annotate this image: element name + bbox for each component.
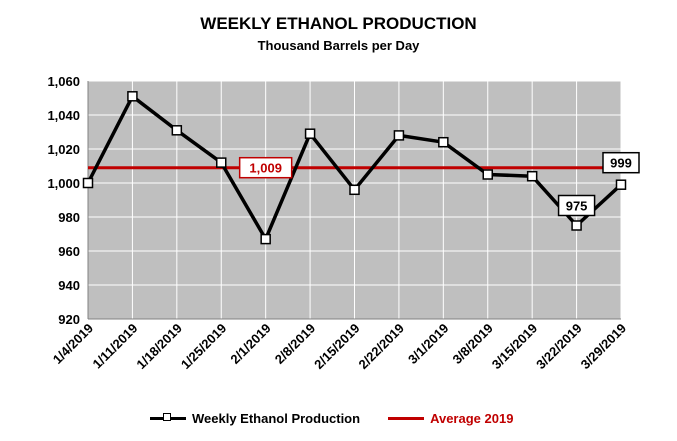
data-point-marker <box>82 177 94 189</box>
x-tick-label: 1/18/2019 <box>133 321 185 373</box>
y-tick-label: 1,020 <box>47 142 80 157</box>
legend-label-weekly-production: Weekly Ethanol Production <box>192 410 361 426</box>
data-label-box <box>557 194 596 217</box>
data-point-marker <box>526 170 538 182</box>
chart-title: WEEKLY ETHANOL PRODUCTION <box>200 14 477 33</box>
data-label-box <box>602 151 640 174</box>
data-label: 999 <box>610 156 632 171</box>
y-tick-label: 1,000 <box>47 176 80 191</box>
y-tick-label: 1,040 <box>47 108 80 123</box>
chart-legend: Weekly Ethanol Production Average 2019 <box>150 408 541 428</box>
y-tick-label: 940 <box>58 278 80 293</box>
y-tick-label: 980 <box>58 210 80 225</box>
y-tick-label: 920 <box>58 312 80 327</box>
x-tick-label: 1/25/2019 <box>178 321 230 373</box>
data-label: 975 <box>566 199 588 214</box>
data-point-marker <box>349 184 360 196</box>
data-point-marker <box>571 220 582 231</box>
x-tick-label: 3/29/2019 <box>578 321 630 373</box>
legend-item-average: Average 2019 <box>388 411 513 426</box>
y-tick-label: 1,060 <box>47 74 80 89</box>
data-label: 1,009 <box>249 161 282 176</box>
x-tick-label: 3/22/2019 <box>533 321 585 373</box>
legend-label-average: Average 2019 <box>430 410 514 426</box>
data-point-marker <box>304 128 316 139</box>
data-point-marker <box>127 91 138 102</box>
chart-subtitle: Thousand Barrels per Day <box>257 38 420 53</box>
legend-line-marker-icon <box>150 411 186 425</box>
x-tick-label: 2/1/2019 <box>227 321 273 367</box>
data-point-marker <box>171 125 183 136</box>
data-label-box <box>238 156 293 179</box>
data-point-marker <box>482 169 493 180</box>
x-tick-label: 2/22/2019 <box>356 321 408 373</box>
x-tick-label: 1/11/2019 <box>90 321 141 372</box>
legend-item-weekly-production: Weekly Ethanol Production <box>150 411 360 426</box>
data-point-marker <box>393 130 405 141</box>
data-point-marker <box>615 179 627 190</box>
y-tick-label: 960 <box>58 244 80 259</box>
x-tick-label: 3/15/2019 <box>489 321 541 373</box>
data-point-marker <box>438 136 449 148</box>
x-tick-label: 2/15/2019 <box>311 321 363 373</box>
data-point-marker <box>216 157 227 168</box>
x-tick-label: 3/1/2019 <box>405 321 451 367</box>
legend-line-icon <box>388 411 425 425</box>
data-point-marker <box>260 233 271 245</box>
